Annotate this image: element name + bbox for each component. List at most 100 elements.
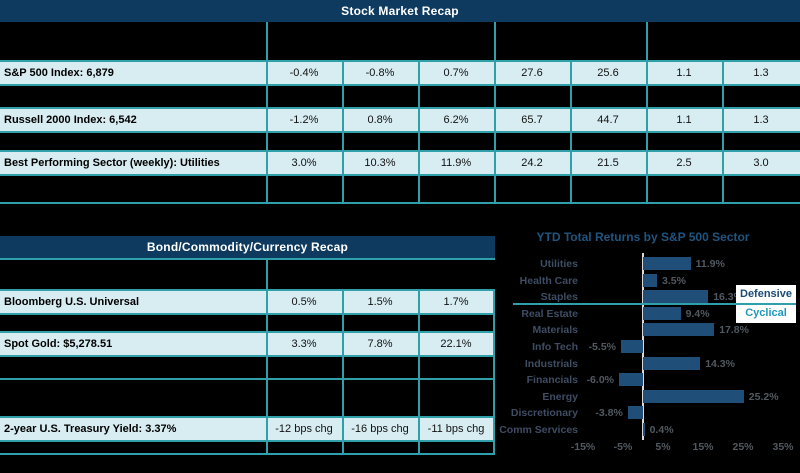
- chart-bar: [627, 406, 643, 420]
- table-row: Bloomberg U.S. Universal 0.5% 1.5% 1.7%: [0, 289, 495, 315]
- chart-bar: [643, 323, 715, 337]
- value-cell: 27.6: [521, 67, 543, 79]
- stock-recap-title: Stock Market Recap: [0, 0, 800, 22]
- x-axis-tick-label: -5%: [613, 441, 633, 453]
- value-label: -6.0%: [586, 374, 614, 387]
- value-label: 25.2%: [748, 390, 779, 403]
- x-axis-tick-label: 35%: [772, 441, 794, 453]
- table-row: 2-year U.S. Treasury Yield: 3.37% -12 bp…: [0, 416, 495, 442]
- value-cell: 3.0%: [291, 157, 317, 169]
- chart-axis-line: [642, 253, 644, 440]
- chart-bar: [643, 356, 701, 370]
- value-cell: 1.1: [676, 114, 692, 126]
- grid-line: [342, 60, 344, 204]
- category-label: Discretionary: [510, 407, 578, 420]
- row-label: Spot Gold: $5,278.51: [4, 338, 113, 350]
- value-cell: 1.1: [676, 67, 692, 79]
- value-cell: 0.5%: [291, 296, 317, 308]
- grid-line: [0, 258, 495, 260]
- legend-defensive-label: Defensive: [740, 288, 792, 300]
- value-cell: 1.7%: [443, 296, 469, 308]
- grid-line: [266, 22, 268, 204]
- legend-cyclical-label: Cyclical: [745, 307, 787, 319]
- x-axis-tick-label: 5%: [655, 441, 671, 453]
- grid-line: [418, 60, 420, 204]
- value-cell: 44.7: [597, 114, 619, 126]
- value-cell: 24.2: [521, 157, 543, 169]
- category-label: Industrials: [524, 357, 578, 370]
- row-label: Russell 2000 Index: 6,542: [4, 114, 137, 126]
- grid-line: [722, 60, 724, 204]
- value-cell: 25.6: [597, 67, 619, 79]
- table-row: Best Performing Sector (weekly): Utiliti…: [0, 150, 800, 176]
- value-label: 11.9%: [695, 258, 725, 270]
- value-cell: -0.8%: [365, 67, 395, 79]
- grid-line: [418, 289, 420, 455]
- value-cell: 2.5: [676, 157, 692, 169]
- value-cell: 11.9%: [440, 157, 472, 169]
- category-label: Health Care: [519, 274, 578, 287]
- value-cell: 0.7%: [443, 67, 469, 79]
- chart-bar: [643, 290, 709, 304]
- chart-bar: [643, 306, 681, 320]
- category-label: Utilities: [540, 258, 578, 270]
- category-label: Materials: [532, 324, 578, 337]
- grid-line: [0, 202, 800, 204]
- value-cell: 1.3: [753, 67, 769, 79]
- value-cell: -1.2%: [289, 114, 319, 126]
- chart-bar: [621, 340, 643, 353]
- value-label: 14.3%: [705, 357, 735, 370]
- grid-line: [0, 378, 495, 380]
- row-label: S&P 500 Index: 6,879: [4, 67, 114, 79]
- chart-title: YTD Total Returns by S&P 500 Sector: [536, 230, 750, 244]
- grid-line: [342, 289, 344, 455]
- value-cell: 3.3%: [291, 338, 317, 350]
- grid-line: [494, 22, 496, 204]
- value-cell: 21.5: [597, 157, 619, 169]
- value-cell: 3.0: [753, 157, 769, 169]
- grid-line: [570, 60, 572, 204]
- value-cell: 65.7: [521, 114, 543, 126]
- chart-bar: [619, 373, 643, 387]
- x-axis-tick-label: -15%: [570, 441, 596, 453]
- value-label: 0.4%: [649, 424, 674, 436]
- value-label: -3.8%: [595, 407, 623, 420]
- chart-bar: [643, 389, 744, 403]
- value-label: 9.4%: [685, 307, 710, 320]
- chart-bar: [643, 423, 645, 436]
- row-label: Bloomberg U.S. Universal: [4, 296, 140, 308]
- value-cell: -11 bps chg: [427, 423, 485, 435]
- x-axis-tick-label: 25%: [732, 441, 754, 453]
- category-label: Comm Services: [499, 424, 578, 436]
- grid-line: [266, 258, 268, 455]
- value-cell: 7.8%: [367, 338, 393, 350]
- category-label: Energy: [542, 390, 578, 403]
- grid-line: [0, 453, 495, 455]
- value-cell: -16 bps chg: [351, 423, 409, 435]
- value-cell: 0.8%: [367, 114, 393, 126]
- value-label: 16.3%: [713, 291, 743, 304]
- category-label: Financials: [526, 374, 578, 387]
- table-row: Russell 2000 Index: 6,542 -1.2% 0.8% 6.2% 6…: [0, 107, 800, 133]
- x-axis-tick-label: 15%: [692, 441, 714, 453]
- value-cell: 10.3%: [364, 157, 396, 169]
- value-cell: -0.4%: [289, 67, 319, 79]
- defensive-cyclical-divider: [513, 303, 796, 305]
- grid-line: [646, 22, 648, 204]
- value-cell: -12 bps chg: [275, 423, 333, 435]
- grid-line: [493, 289, 495, 455]
- value-cell: 22.1%: [440, 338, 472, 350]
- table-row: S&P 500 Index: 6,879 -0.4% -0.8% 0.7% 27.6 2…: [0, 60, 800, 86]
- value-label: 17.8%: [719, 324, 749, 337]
- category-label: Info Tech: [532, 341, 578, 353]
- category-label: Real Estate: [521, 307, 578, 320]
- value-label: 3.5%: [662, 274, 686, 287]
- category-label: Staples: [540, 291, 578, 304]
- row-label: 2-year U.S. Treasury Yield: 3.37%: [4, 423, 177, 435]
- row-label: Best Performing Sector (weekly): Utiliti…: [4, 157, 220, 169]
- bond-recap-title: Bond/Commodity/Currency Recap: [0, 236, 495, 258]
- chart-bar: [643, 257, 691, 270]
- table-row: Spot Gold: $5,278.51 3.3% 7.8% 22.1%: [0, 331, 495, 357]
- value-cell: 6.2%: [443, 114, 469, 126]
